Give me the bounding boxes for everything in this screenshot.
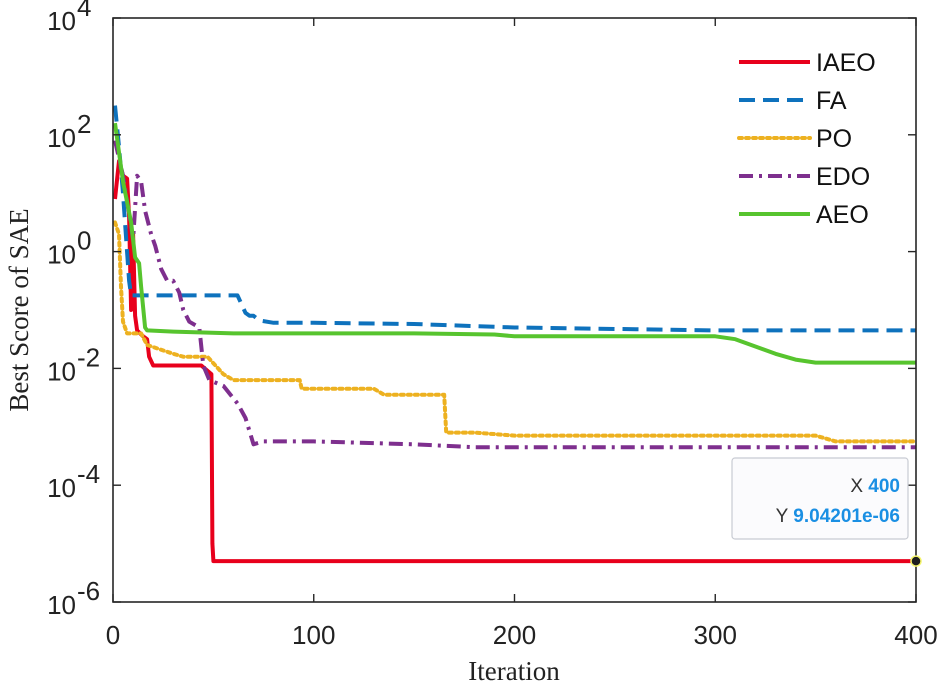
y-tick-label-base: 10 [47, 240, 76, 270]
datatip-box [731, 457, 909, 540]
datatip-x-label: X [850, 476, 863, 497]
datatip-x-value: 400 [868, 476, 900, 497]
y-tick-label: 10 -4 [47, 459, 100, 503]
legend-label: PO [816, 125, 852, 153]
legend-box [727, 40, 907, 240]
y-tick-label: 10 2 [47, 109, 91, 153]
legend-item-iaeo[interactable]: IAEO [739, 49, 876, 77]
series-layer [113, 105, 916, 564]
legend-label: AEO [816, 201, 869, 229]
y-axis-title: Best Score of SAE [4, 208, 34, 411]
ticks-layer [112, 17, 917, 603]
y-tick-label-exponent: -6 [77, 576, 100, 606]
legend-label: IAEO [816, 49, 876, 77]
y-tick-label-exponent: -2 [77, 342, 100, 372]
legend-item-edo[interactable]: EDO [739, 163, 870, 191]
series-line-po[interactable] [113, 220, 916, 444]
x-axis-title: Iteration [468, 656, 560, 686]
legend[interactable]: IAEO FA PO EDO AEO [727, 40, 907, 240]
y-tick-label-base: 10 [47, 356, 76, 386]
datatip[interactable]: X 400 Y 9.04201e-06 [731, 457, 922, 567]
legend-item-aeo[interactable]: AEO [739, 201, 869, 229]
datatip-marker[interactable] [910, 555, 922, 567]
y-tick-label: 10 0 [47, 226, 91, 270]
y-tick-label-base: 10 [47, 6, 76, 36]
legend-item-fa[interactable]: FA [739, 87, 847, 115]
x-tick-label: 0 [106, 620, 120, 650]
x-tick-label: 300 [694, 620, 737, 650]
series-line-aeo[interactable] [113, 122, 916, 365]
x-tick-label: 100 [292, 620, 335, 650]
datatip-x-row: X 400 [850, 476, 900, 497]
x-tick-labels: 0 100 200 300 400 [106, 620, 938, 650]
x-tick-label: 200 [493, 620, 536, 650]
y-tick-label: 10 4 [47, 0, 91, 36]
y-tick-label-exponent: 2 [77, 109, 91, 139]
legend-label: FA [816, 87, 847, 115]
legend-label: EDO [816, 163, 870, 191]
datatip-y-value: 9.04201e-06 [793, 506, 900, 527]
x-tick-label: 400 [894, 620, 937, 650]
y-tick-label: 10 -6 [47, 576, 100, 620]
y-tick-label-base: 10 [47, 123, 76, 153]
y-tick-label-exponent: 4 [77, 0, 91, 22]
y-tick-label-base: 10 [47, 473, 76, 503]
series-line-edo[interactable] [113, 140, 916, 450]
legend-item-po[interactable]: PO [737, 125, 852, 153]
datatip-y-row: Y 9.04201e-06 [776, 506, 900, 527]
datatip-y-label: Y [776, 506, 789, 527]
y-tick-label-exponent: -4 [77, 459, 100, 489]
y-tick-label-exponent: 0 [77, 226, 91, 256]
series-line-fa[interactable] [113, 105, 916, 333]
y-tick-label-base: 10 [47, 590, 76, 620]
y-tick-label: 10 -2 [47, 342, 100, 386]
